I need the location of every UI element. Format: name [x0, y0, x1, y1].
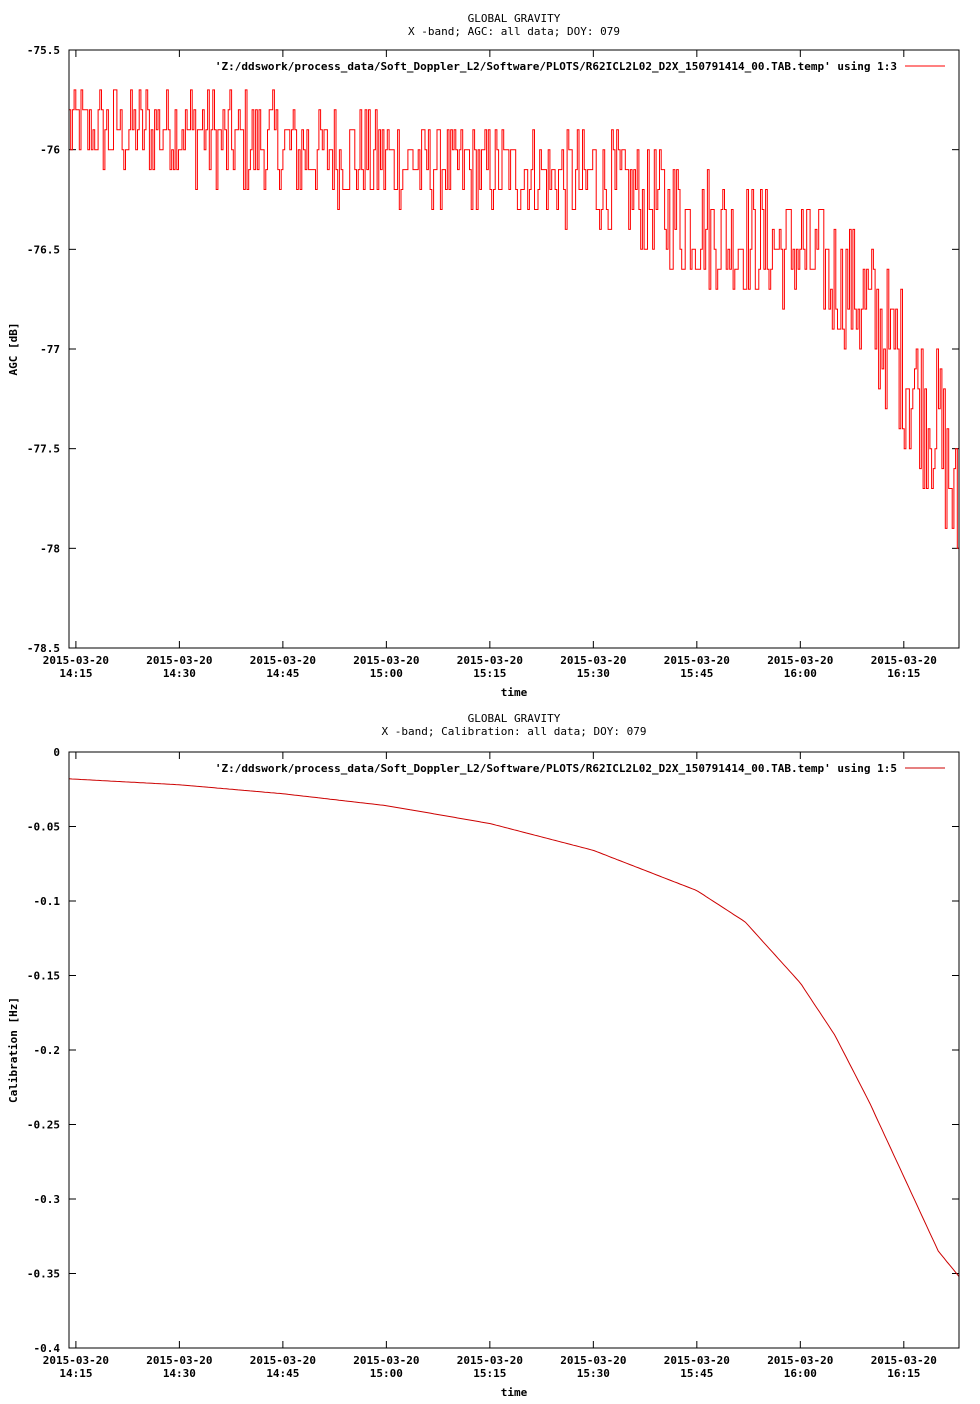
y-tick-label: -78.5 — [27, 642, 60, 655]
x-tick-date-label: 2015-03-20 — [560, 1354, 626, 1367]
y-tick-label: -78 — [40, 542, 60, 555]
y-tick-label: -76 — [40, 144, 60, 157]
y-tick-label: -0.05 — [27, 821, 60, 834]
legend-label: 'Z:/ddswork/process_data/Soft_Doppler_L2… — [215, 60, 897, 73]
y-tick-label: -75.5 — [27, 44, 60, 57]
x-tick-date-label: 2015-03-20 — [43, 654, 109, 667]
chart-subtitle: X -band; AGC: all data; DOY: 079 — [408, 25, 620, 38]
x-tick-date-label: 2015-03-20 — [457, 654, 523, 667]
y-tick-label: -77 — [40, 343, 60, 356]
x-tick-time-label: 15:45 — [680, 1367, 713, 1380]
x-axis-label: time — [501, 686, 528, 699]
y-tick-label: -0.1 — [34, 895, 61, 908]
y-axis-label: AGC [dB] — [7, 323, 20, 376]
x-tick-date-label: 2015-03-20 — [353, 1354, 419, 1367]
x-tick-time-label: 14:45 — [266, 1367, 299, 1380]
x-tick-time-label: 16:15 — [887, 667, 920, 680]
x-tick-date-label: 2015-03-20 — [146, 654, 212, 667]
y-tick-label: -0.3 — [34, 1193, 61, 1206]
x-tick-time-label: 14:15 — [59, 667, 92, 680]
x-tick-date-label: 2015-03-20 — [767, 654, 833, 667]
x-tick-time-label: 15:00 — [370, 1367, 403, 1380]
x-tick-time-label: 15:30 — [577, 1367, 610, 1380]
legend-label: 'Z:/ddswork/process_data/Soft_Doppler_L2… — [215, 762, 897, 775]
x-tick-time-label: 15:30 — [577, 667, 610, 680]
x-tick-time-label: 16:00 — [784, 1367, 817, 1380]
y-tick-label: -0.2 — [34, 1044, 61, 1057]
chart-title: GLOBAL GRAVITY — [468, 712, 561, 725]
y-tick-label: -0.25 — [27, 1119, 60, 1132]
x-tick-time-label: 16:00 — [784, 667, 817, 680]
x-tick-time-label: 14:45 — [266, 667, 299, 680]
x-tick-time-label: 15:15 — [473, 667, 506, 680]
y-tick-label: -76.5 — [27, 243, 60, 256]
x-tick-date-label: 2015-03-20 — [664, 1354, 730, 1367]
x-tick-date-label: 2015-03-20 — [457, 1354, 523, 1367]
x-tick-date-label: 2015-03-20 — [146, 1354, 212, 1367]
plot-frame — [68, 49, 960, 649]
y-tick-label: -0.15 — [27, 970, 60, 983]
x-tick-date-label: 2015-03-20 — [43, 1354, 109, 1367]
x-tick-date-label: 2015-03-20 — [353, 654, 419, 667]
y-tick-label: -0.35 — [27, 1268, 60, 1281]
series-line — [69, 89, 959, 549]
x-tick-date-label: 2015-03-20 — [250, 1354, 316, 1367]
x-tick-time-label: 14:30 — [163, 667, 196, 680]
x-tick-time-label: 14:30 — [163, 1367, 196, 1380]
y-tick-label: -77.5 — [27, 443, 60, 456]
x-tick-date-label: 2015-03-20 — [250, 654, 316, 667]
x-tick-date-label: 2015-03-20 — [560, 654, 626, 667]
x-tick-date-label: 2015-03-20 — [664, 654, 730, 667]
chart-subtitle: X -band; Calibration: all data; DOY: 079 — [382, 725, 647, 738]
x-tick-time-label: 15:45 — [680, 667, 713, 680]
y-tick-label: -0.4 — [34, 1342, 61, 1355]
x-axis-label: time — [501, 1386, 528, 1399]
y-tick-label: 0 — [53, 746, 60, 759]
x-tick-time-label: 16:15 — [887, 1367, 920, 1380]
x-tick-date-label: 2015-03-20 — [871, 654, 937, 667]
chart-title: GLOBAL GRAVITY — [468, 12, 561, 25]
x-tick-time-label: 14:15 — [59, 1367, 92, 1380]
x-tick-time-label: 15:15 — [473, 1367, 506, 1380]
x-tick-time-label: 15:00 — [370, 667, 403, 680]
x-tick-date-label: 2015-03-20 — [767, 1354, 833, 1367]
x-tick-date-label: 2015-03-20 — [871, 1354, 937, 1367]
y-axis-label: Calibration [Hz] — [7, 997, 20, 1103]
series-line — [69, 778, 959, 1277]
plot-frame — [68, 751, 960, 1349]
